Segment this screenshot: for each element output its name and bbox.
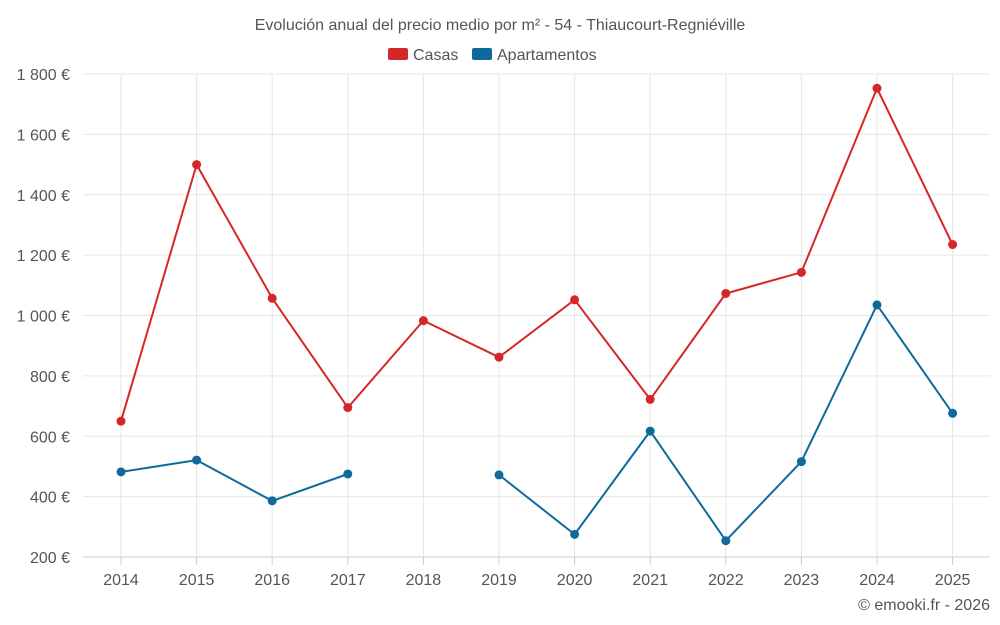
data-point-casas-2024[interactable] xyxy=(872,83,882,93)
x-tick-label: 2020 xyxy=(557,572,593,589)
series-line-casas xyxy=(120,87,954,422)
data-point-apartamentos-2015[interactable] xyxy=(192,455,202,465)
series-line-apartamentos xyxy=(120,459,349,502)
data-point-casas-2015[interactable] xyxy=(192,160,202,170)
data-point-casas-2017[interactable] xyxy=(343,403,353,413)
legend-item-casas[interactable]: Casas xyxy=(388,47,458,64)
legend-item-apartamentos[interactable]: Apartamentos xyxy=(472,47,597,64)
y-tick-label: 600 € xyxy=(30,429,70,446)
x-tick-label: 2019 xyxy=(481,572,517,589)
y-tick-label: 1 400 € xyxy=(17,188,70,205)
y-tick-label: 1 800 € xyxy=(17,67,70,84)
data-point-casas-2016[interactable] xyxy=(267,293,277,303)
series-points xyxy=(116,83,958,546)
y-tick-labels: 200 € 400 € 600 € 800 € 1 000 € 1 200 € 1 400 … xyxy=(17,67,70,567)
series-lines xyxy=(120,87,954,542)
axes xyxy=(83,556,990,565)
y-tick-label: 1 200 € xyxy=(17,248,70,265)
legend-label-casas: Casas xyxy=(413,47,458,64)
data-point-apartamentos-2021[interactable] xyxy=(645,426,655,436)
x-tick-label: 2014 xyxy=(103,572,139,589)
y-tick-label: 1 000 € xyxy=(17,309,70,326)
x-tick-labels: 2014 2015 2016 2017 2018 2019 2020 2021 2022 2023… xyxy=(103,572,970,589)
x-tick-label: 2016 xyxy=(254,572,290,589)
data-point-apartamentos-2022[interactable] xyxy=(721,536,731,546)
y-tick-label: 1 600 € xyxy=(17,127,70,144)
x-tick-label: 2015 xyxy=(179,572,215,589)
x-tick-label: 2021 xyxy=(632,572,668,589)
data-point-casas-2019[interactable] xyxy=(494,352,504,362)
data-point-casas-2022[interactable] xyxy=(721,288,731,298)
data-point-apartamentos-2014[interactable] xyxy=(116,467,126,477)
data-point-casas-2018[interactable] xyxy=(418,316,428,326)
y-tick-label: 200 € xyxy=(30,550,70,567)
credit-text: © emooki.fr - 2026 xyxy=(858,597,990,614)
legend: Casas Apartamentos xyxy=(388,47,597,64)
x-tick-label: 2018 xyxy=(406,572,442,589)
x-tick-label: 2024 xyxy=(859,572,895,589)
data-point-apartamentos-2025[interactable] xyxy=(948,408,958,418)
legend-swatch-casas xyxy=(388,48,408,60)
x-tick-label: 2022 xyxy=(708,572,744,589)
x-tick-label: 2023 xyxy=(784,572,820,589)
data-point-apartamentos-2017[interactable] xyxy=(343,469,353,479)
data-point-apartamentos-2020[interactable] xyxy=(570,529,580,539)
y-tick-label: 800 € xyxy=(30,369,70,386)
data-point-casas-2025[interactable] xyxy=(948,240,958,250)
data-point-apartamentos-2019[interactable] xyxy=(494,470,504,480)
data-point-casas-2023[interactable] xyxy=(796,267,806,277)
x-tick-label: 2017 xyxy=(330,572,366,589)
chart-title: Evolución anual del precio medio por m² … xyxy=(255,17,746,34)
x-tick-label: 2025 xyxy=(935,572,971,589)
y-tick-label: 400 € xyxy=(30,490,70,507)
legend-swatch-apartamentos xyxy=(472,48,492,60)
data-point-casas-2020[interactable] xyxy=(570,295,580,305)
data-point-apartamentos-2023[interactable] xyxy=(796,457,806,467)
data-point-apartamentos-2016[interactable] xyxy=(267,496,277,506)
legend-label-apartamentos: Apartamentos xyxy=(497,47,597,64)
data-point-casas-2014[interactable] xyxy=(116,416,126,426)
data-point-casas-2021[interactable] xyxy=(645,394,655,404)
data-point-apartamentos-2024[interactable] xyxy=(872,300,882,310)
